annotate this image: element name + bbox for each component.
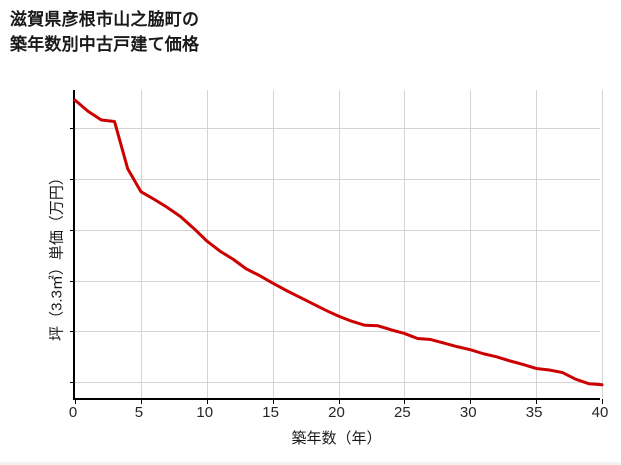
price-trend-line — [73, 98, 604, 387]
x-tick-label: 25 — [394, 404, 411, 421]
x-tick-mark — [338, 399, 340, 404]
gridline-horizontal — [75, 128, 600, 130]
gridline-vertical — [140, 90, 142, 398]
bottom-divider — [0, 462, 621, 465]
gridline-horizontal — [75, 382, 600, 384]
x-tick-label: 20 — [328, 404, 345, 421]
x-tick-label: 30 — [459, 404, 477, 421]
gridline-vertical — [206, 90, 208, 398]
x-tick-label: 0 — [68, 404, 78, 421]
y-tick-mark — [70, 280, 75, 282]
gridline-horizontal — [75, 178, 600, 180]
x-tick-label: 5 — [134, 404, 144, 421]
data-polyline — [73, 98, 604, 387]
gridline-vertical — [338, 90, 340, 398]
x-tick-label: 10 — [196, 404, 214, 421]
y-axis-title: 坪（3.3㎡）単価（万円） — [48, 170, 66, 341]
gridline-vertical — [602, 90, 603, 398]
plot-area — [70, 90, 604, 404]
gridline-vertical — [272, 90, 274, 398]
x-tick-label: 35 — [525, 404, 543, 421]
gridline-vertical — [470, 90, 472, 398]
x-tick-mark — [602, 399, 603, 404]
x-axis-title: 築年数（年） — [291, 430, 382, 447]
y-tick-mark — [70, 331, 75, 333]
y-tick-mark — [70, 128, 75, 130]
gridline-horizontal — [75, 331, 600, 333]
x-tick-mark — [206, 399, 208, 404]
chart-title: 滋賀県彦根市山之脇町の 築年数別中古戸建て価格 — [10, 10, 200, 54]
x-tick-mark — [536, 399, 538, 404]
gridline-horizontal — [75, 229, 600, 231]
gridline-horizontal — [75, 280, 600, 282]
x-tick-label: 40 — [591, 404, 609, 421]
y-tick-mark — [70, 229, 75, 231]
x-tick-mark — [470, 399, 472, 404]
gridline-vertical — [404, 90, 406, 398]
gridline-vertical — [536, 90, 538, 398]
x-tick-label: 15 — [262, 404, 279, 421]
x-tick-mark — [140, 399, 142, 404]
x-tick-mark — [272, 399, 274, 404]
y-tick-mark — [70, 178, 75, 180]
x-tick-mark — [404, 399, 406, 404]
y-tick-mark — [70, 382, 75, 384]
x-tick-mark — [75, 399, 76, 404]
